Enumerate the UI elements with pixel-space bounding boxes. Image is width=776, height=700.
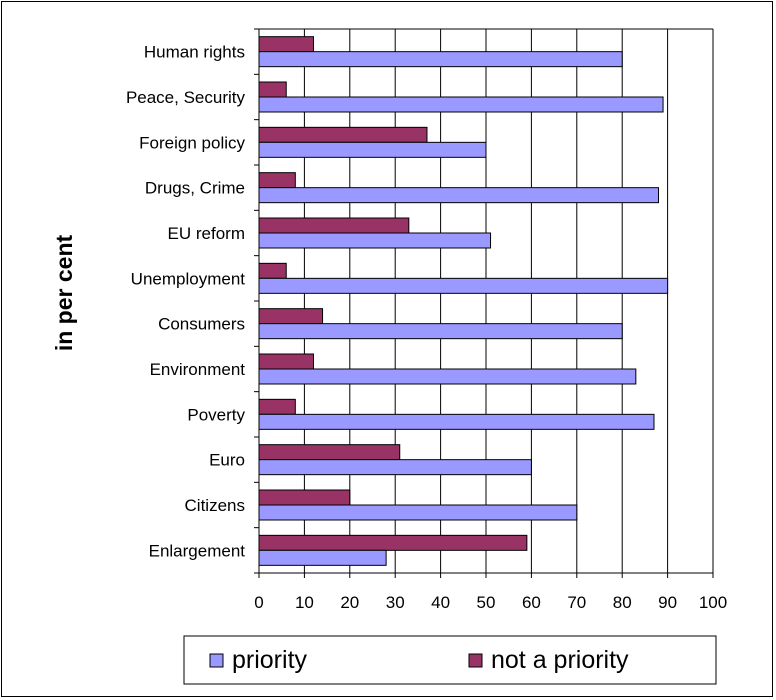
bar-priority — [258, 141, 487, 158]
category-label: EU reform — [168, 224, 245, 243]
bar-not-a-priority — [258, 489, 351, 506]
legend-swatch-priority — [209, 653, 224, 668]
legend-label-not-a-priority: not a priority — [491, 646, 629, 674]
x-tick-label: 40 — [431, 593, 450, 612]
bar-priority — [258, 96, 664, 113]
bar-priority — [258, 51, 623, 68]
x-tick-label: 10 — [295, 593, 314, 612]
x-tick-label: 70 — [567, 593, 586, 612]
category-label: Environment — [150, 360, 246, 379]
x-tick-label: 20 — [340, 593, 359, 612]
bar-priority — [258, 232, 492, 249]
x-tick-label: 80 — [613, 593, 632, 612]
category-label: Unemployment — [131, 269, 246, 288]
legend-swatch-not-a-priority — [468, 653, 483, 668]
x-tick-label: 0 — [254, 593, 263, 612]
legend-label-priority: priority — [232, 646, 308, 674]
bar-priority — [258, 459, 532, 476]
x-tick-labels: 0 10 20 30 40 50 60 70 80 90 100 — [254, 593, 727, 612]
bar-not-a-priority — [258, 534, 528, 551]
bar-not-a-priority — [258, 217, 410, 234]
x-tick-label: 100 — [699, 593, 727, 612]
bar-not-a-priority — [258, 444, 401, 461]
bar-not-a-priority — [258, 308, 324, 325]
bar-priority — [258, 323, 623, 340]
category-label: Drugs, Crime — [145, 179, 245, 198]
x-tick-label: 90 — [658, 593, 677, 612]
axes — [254, 28, 714, 578]
bar-priority — [258, 187, 660, 204]
bar-priority — [258, 549, 387, 566]
category-label: Foreign policy — [139, 133, 245, 152]
category-label: Citizens — [185, 496, 245, 515]
x-tick-label: 60 — [522, 593, 541, 612]
bar-not-a-priority — [258, 262, 287, 279]
bar-not-a-priority — [258, 172, 296, 189]
category-label: Consumers — [158, 315, 245, 334]
bar-priority — [258, 277, 669, 294]
category-label: Human rights — [144, 43, 245, 62]
bar-not-a-priority — [258, 353, 314, 370]
bar-not-a-priority — [258, 36, 314, 53]
bar-not-a-priority — [258, 398, 296, 415]
bar-not-a-priority — [258, 126, 428, 143]
x-tick-label: 30 — [386, 593, 405, 612]
category-label: Euro — [209, 451, 245, 470]
x-tick-label: 50 — [477, 593, 496, 612]
legend-box — [183, 635, 717, 685]
bar-not-a-priority — [258, 81, 287, 98]
bars — [258, 36, 669, 566]
bar-priority — [258, 368, 637, 385]
bar-priority — [258, 413, 655, 430]
y-axis-label: in per cent — [51, 235, 77, 352]
category-labels: Human rights Peace, Security Foreign polic… — [126, 43, 246, 561]
category-label: Enlargement — [149, 541, 246, 560]
category-label: Peace, Security — [126, 88, 246, 107]
grid-lines — [259, 28, 714, 573]
legend: priority not a priority — [183, 635, 717, 685]
category-label: Poverty — [187, 405, 245, 424]
bar-priority — [258, 504, 578, 521]
